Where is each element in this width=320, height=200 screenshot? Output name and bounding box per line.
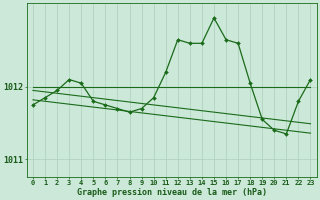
X-axis label: Graphe pression niveau de la mer (hPa): Graphe pression niveau de la mer (hPa) <box>77 188 267 197</box>
